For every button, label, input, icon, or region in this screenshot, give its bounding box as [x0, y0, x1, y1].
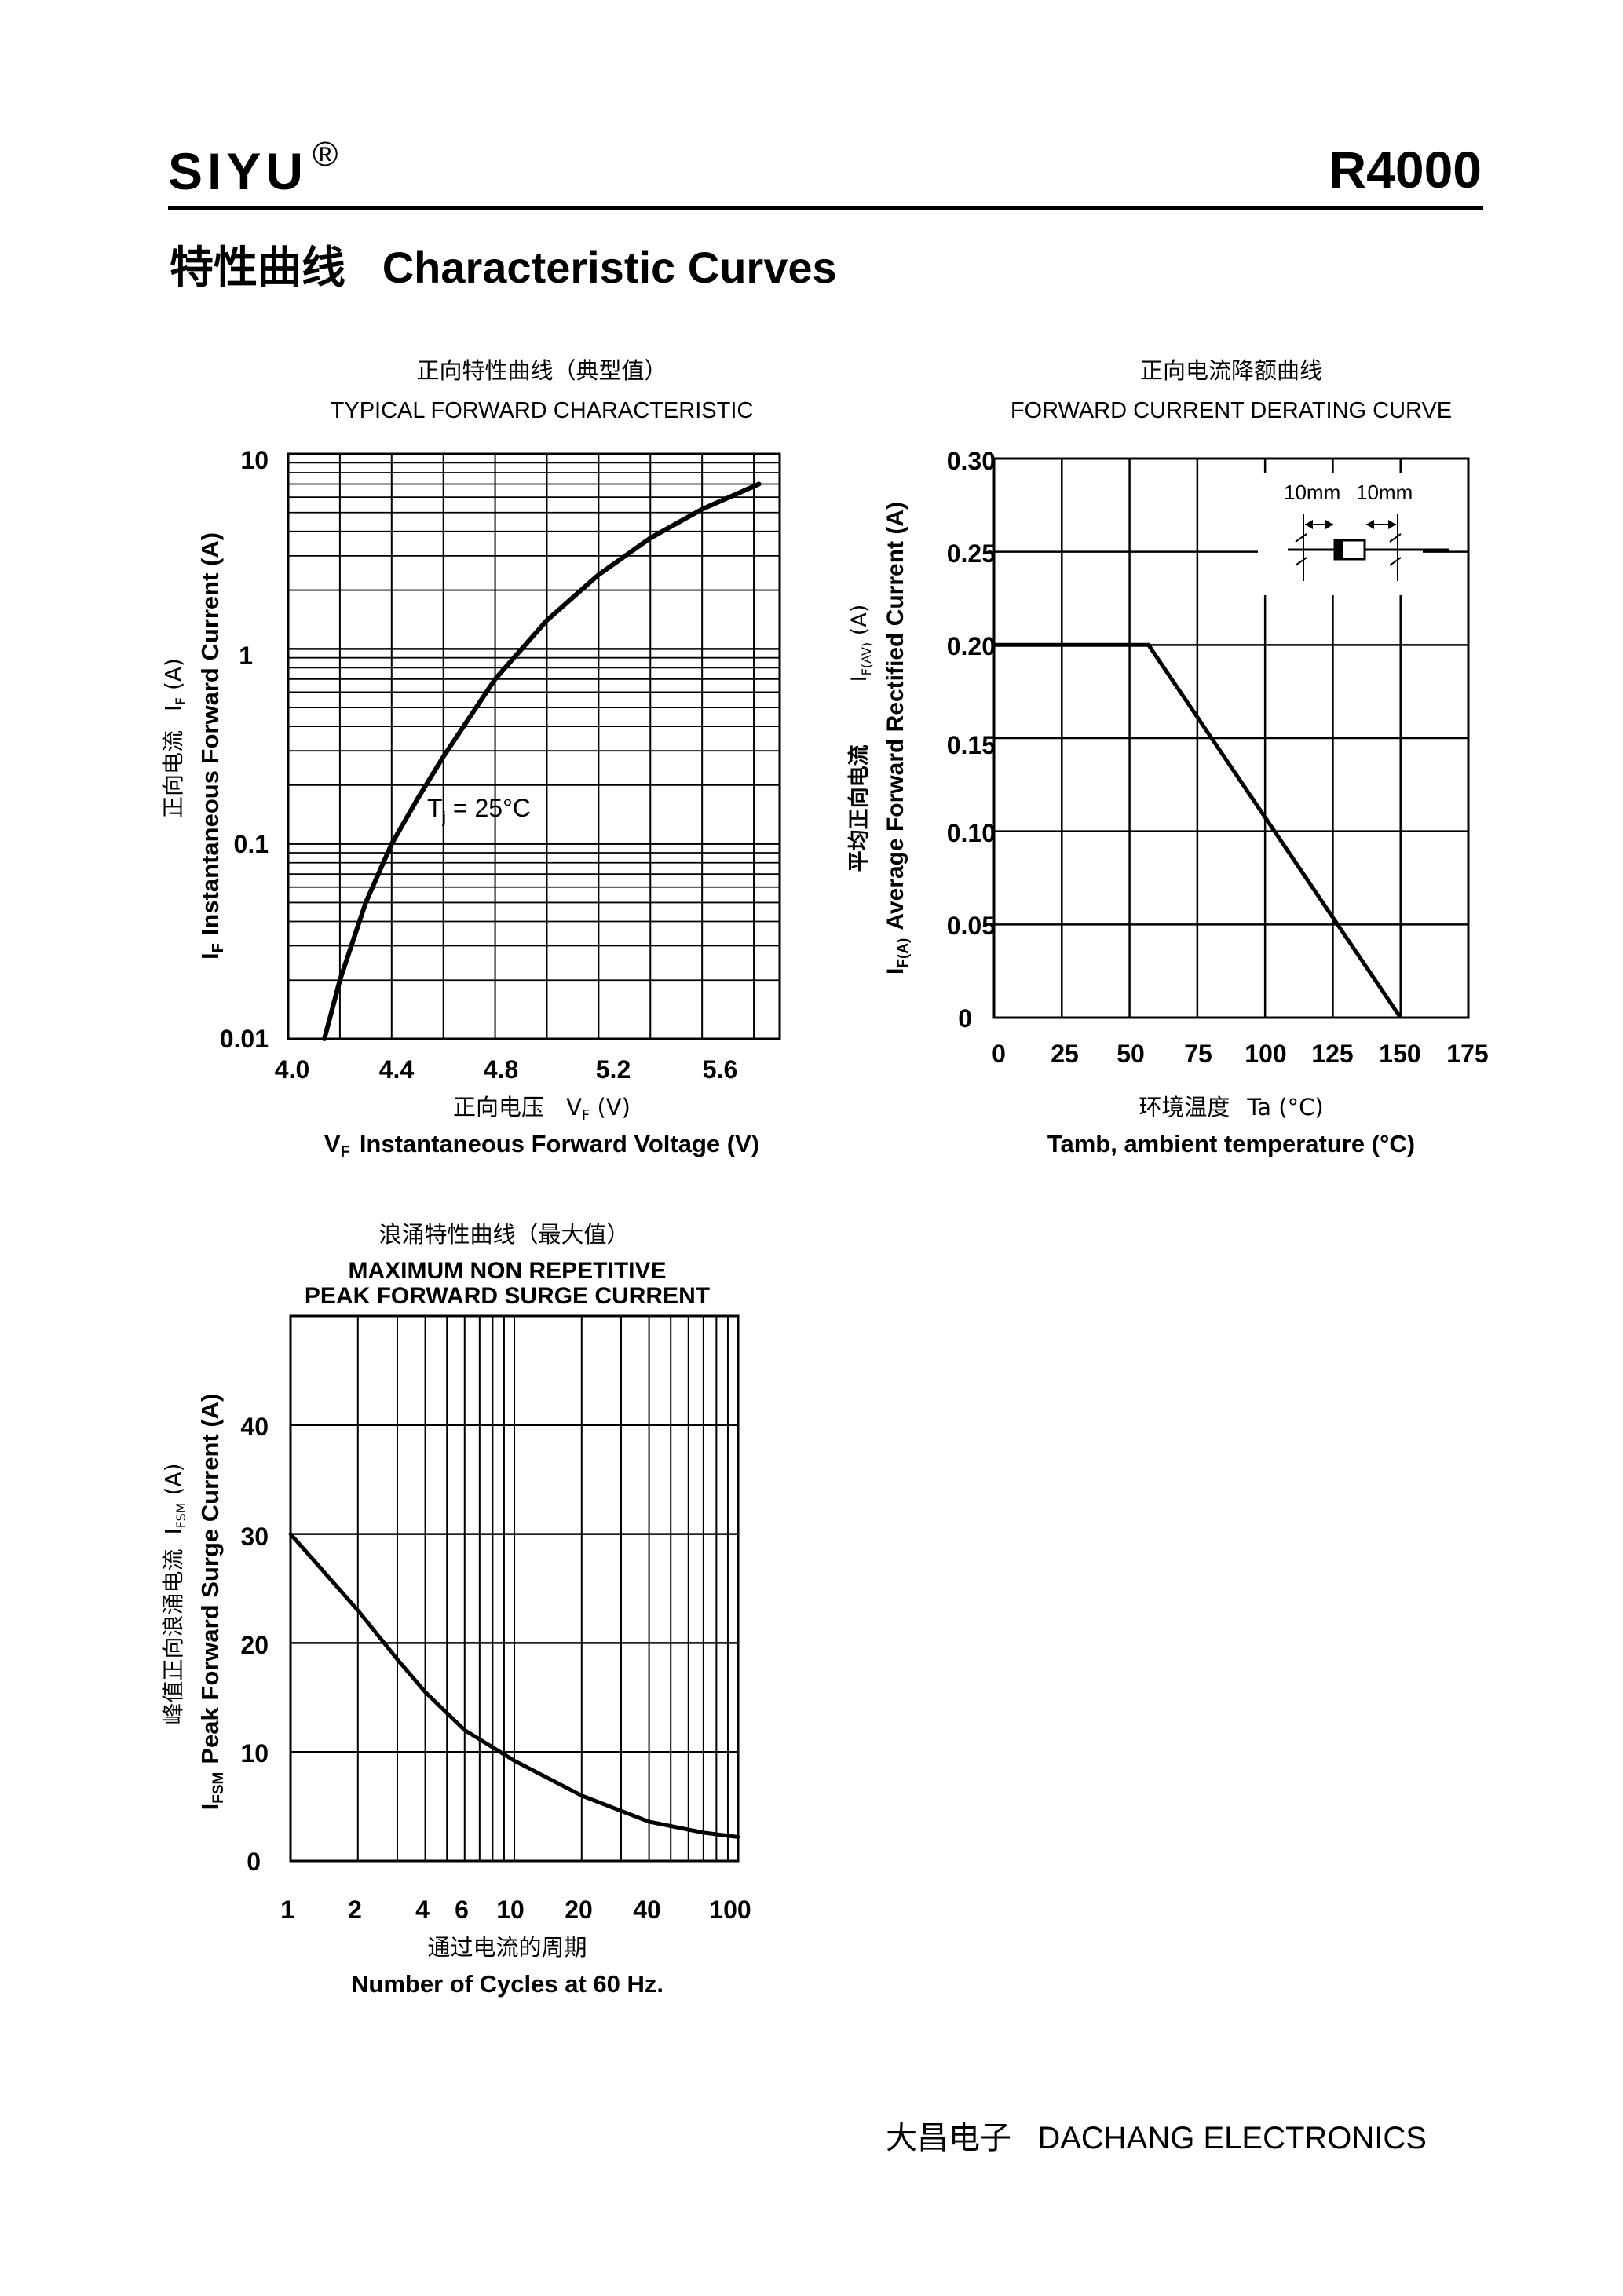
- chart2-inset-diode: 10mm 10mm: [1258, 473, 1449, 595]
- chart2-ytick: 0.10: [947, 819, 996, 847]
- chart1-ylabel-cn: 正向电流IF (A): [160, 658, 189, 818]
- chart1-ylabel: IFInstantaneous Forward Current (A): [196, 532, 227, 960]
- chart3-ytick: 0: [247, 1848, 261, 1876]
- chart3-xtick: 2: [348, 1896, 362, 1924]
- chart2-ytick: 0: [958, 1004, 972, 1033]
- derating-curve-chart: 正向电流降额曲线 FORWARD CURRENT DERATING CURVE …: [846, 357, 1489, 1157]
- chart2-y-ticks: 0.30 0.25 0.20 0.15 0.10 0.05 0: [947, 447, 996, 1033]
- chart1-xlabel-cn: 正向电压 VF (V): [453, 1094, 631, 1124]
- chart1-xtick: 5.2: [596, 1055, 631, 1084]
- chart1-xtick: 5.6: [703, 1055, 737, 1084]
- chart2-x-ticks: 0 25 50 75 100 125 150 175: [992, 1040, 1489, 1068]
- forward-characteristic-chart: 正向特性曲线（典型值） TYPICAL FORWARD CHARACTERIST…: [160, 357, 781, 1161]
- chart3-grid: [291, 1316, 738, 1861]
- chart1-xtick: 4.4: [379, 1055, 415, 1084]
- chart3-ytick: 30: [240, 1523, 269, 1551]
- brand-logo: SIYU ®: [168, 135, 338, 201]
- chart2-inset-label: 10mm: [1284, 481, 1340, 504]
- chart1-title: TYPICAL FORWARD CHARACTERISTIC: [331, 398, 754, 423]
- chart1-xtick: 4.0: [275, 1055, 309, 1084]
- chart3-xtick: 10: [496, 1896, 525, 1924]
- chart3-xlabel: Number of Cycles at 60 Hz.: [351, 1970, 663, 1998]
- chart1-ytick: 10: [240, 446, 269, 474]
- chart2-xlabel-cn: 环境温度 Ta (°C): [1139, 1094, 1323, 1121]
- chart1-y-ticks: 10 1 0.1 0.01: [220, 446, 269, 1053]
- chart3-x-ticks: 1 2 4 6 10 20 40 100: [280, 1896, 751, 1924]
- chart1-x-ticks: 4.0 4.4 4.8 5.2 5.6: [275, 1055, 737, 1084]
- chart2-grid: [994, 459, 1468, 1018]
- chart1-series-line: [322, 481, 762, 1041]
- chart3-ytick: 20: [240, 1631, 269, 1659]
- header-rule: [168, 206, 1483, 210]
- chart1-ytick: 0.1: [234, 830, 269, 858]
- chart1-ytick: 0.01: [220, 1025, 269, 1053]
- model-number: R4000: [1329, 141, 1482, 199]
- chart3-xtick: 1: [280, 1896, 294, 1924]
- chart2-ytick: 0.25: [947, 539, 996, 568]
- chart2-xtick: 100: [1245, 1040, 1286, 1068]
- chart3-y-ticks: 40 30 20 10 0: [240, 1413, 269, 1876]
- chart2-xtick: 50: [1117, 1040, 1145, 1068]
- chart3-xtick: 100: [709, 1896, 751, 1924]
- chart2-xtick: 75: [1184, 1040, 1212, 1068]
- chart2-xtick: 25: [1051, 1040, 1079, 1068]
- chart1-ytick: 1: [239, 642, 253, 670]
- footer-company: 大昌电子 DACHANG ELECTRONICS: [886, 2112, 1427, 2158]
- chart2-inset-label: 10mm: [1356, 481, 1413, 504]
- chart2-xtick: 125: [1311, 1040, 1353, 1068]
- chart2-ytick: 0.15: [947, 731, 996, 759]
- chart3-xtick: 40: [633, 1896, 661, 1924]
- footer-company-cn: 大昌电子: [886, 2121, 1011, 2155]
- registered-mark: ®: [313, 135, 338, 174]
- surge-current-chart: 浪涌特性曲线（最大值） MAXIMUM NON REPETITIVE PEAK …: [160, 1221, 751, 1998]
- chart3-xtick: 20: [565, 1896, 593, 1924]
- chart1-xtick: 4.8: [484, 1055, 518, 1084]
- chart3-title-line2: PEAK FORWARD SURGE CURRENT: [305, 1283, 710, 1309]
- chart1-xlabel: VF Instantaneous Forward Voltage (V): [324, 1130, 759, 1161]
- chart1-grid: [288, 454, 780, 1039]
- section-title: 特性曲线 Characteristic Curves: [170, 232, 837, 296]
- chart2-xtick: 175: [1446, 1040, 1488, 1068]
- footer-company-en: DACHANG ELECTRONICS: [1037, 2121, 1427, 2155]
- chart3-title-cn: 浪涌特性曲线（最大值）: [378, 1221, 629, 1248]
- chart2-xtick: 0: [992, 1040, 1006, 1068]
- chart2-series-line: [994, 642, 1402, 1019]
- chart2-title-cn: 正向电流降额曲线: [1140, 357, 1322, 384]
- chart3-title-line1: MAXIMUM NON REPETITIVE: [348, 1258, 666, 1284]
- chart3-frame: [289, 1314, 740, 1863]
- chart1-title-cn: 正向特性曲线（典型值）: [416, 357, 667, 384]
- chart1-frame: [287, 452, 781, 1040]
- chart3-series-line: [288, 1532, 740, 1839]
- chart3-ytick: 40: [240, 1413, 269, 1441]
- chart3-xtick: 6: [455, 1896, 469, 1924]
- chart3-ylabel-cn: 峰值正向浪涌电流IFSM (A): [160, 1463, 188, 1724]
- chart2-ytick: 0.20: [947, 632, 996, 660]
- chart3-ytick: 10: [240, 1739, 269, 1768]
- chart3-xtick: 4: [415, 1896, 430, 1924]
- chart2-xtick: 150: [1379, 1040, 1420, 1068]
- chart3-xlabel-cn: 通过电流的周期: [427, 1934, 587, 1961]
- chart2-ylabel: IF(A)Average Forward Rectified Current (…: [883, 502, 912, 974]
- chart2-title: FORWARD CURRENT DERATING CURVE: [1011, 398, 1452, 423]
- chart2-frame: [992, 457, 1470, 1019]
- section-title-en: Characteristic Curves: [382, 243, 837, 292]
- brand-name: SIYU: [168, 142, 309, 200]
- section-title-cn: 特性曲线: [170, 243, 345, 292]
- chart2-ytick: 0.05: [947, 912, 996, 940]
- chart2-ylabel-cn: 平均正向电流IF(AV) (A): [846, 605, 874, 872]
- chart3-ylabel: IFSMPeak Forward Surge Current (A): [196, 1394, 227, 1811]
- chart2-xlabel: Tamb, ambient temperature (°C): [1047, 1130, 1415, 1157]
- chart1-annotation: Tj = 25°C: [427, 794, 531, 827]
- chart2-ytick: 0.30: [947, 447, 996, 475]
